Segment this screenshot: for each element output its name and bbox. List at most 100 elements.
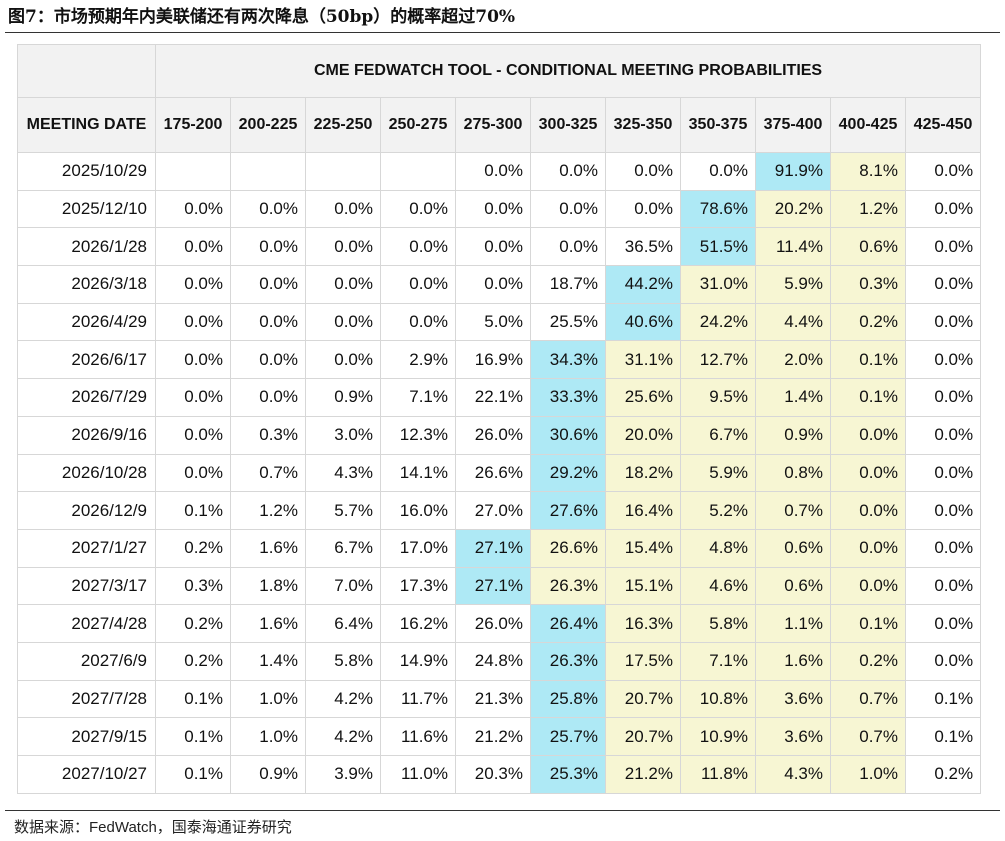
probability-cell: 91.9% (755, 152, 831, 191)
probability-cell: 27.6% (530, 491, 606, 530)
probability-cell: 30.6% (530, 415, 606, 455)
probability-cell: 0.0% (230, 227, 306, 267)
meeting-date-header: MEETING DATE (17, 97, 156, 153)
probability-cell: 2.9% (380, 340, 456, 380)
meeting-date-cell: 2026/4/29 (17, 302, 156, 342)
banner-row: CME FEDWATCH TOOL - CONDITIONAL MEETING … (17, 44, 982, 98)
probability-cell: 21.2% (455, 717, 531, 756)
probability-cell: 0.0% (904, 189, 982, 229)
probability-cell: 25.7% (530, 717, 606, 756)
probability-cell: 0.0% (904, 641, 982, 681)
probability-cell: 0.0% (904, 302, 982, 342)
probability-cell: 0.6% (830, 227, 906, 267)
probability-cell: 1.6% (230, 604, 306, 643)
probability-cell: 0.0% (904, 566, 982, 606)
probability-cell: 7.0% (305, 566, 381, 606)
probability-cell: 11.4% (755, 227, 831, 267)
table-row: 2027/10/27 0.1% 0.9% 3.9% 11.0% 20.3% 25.3% 21.… (17, 755, 982, 794)
probability-cell: 31.1% (605, 340, 681, 380)
probability-cell: 16.2% (380, 604, 456, 643)
probability-cell: 9.5% (680, 378, 756, 417)
probability-cell: 3.6% (755, 717, 831, 756)
probability-cell: 24.2% (680, 302, 756, 342)
meeting-date-cell: 2027/6/9 (17, 641, 156, 681)
probability-cell: 11.0% (380, 755, 456, 794)
probability-cell: 0.0% (830, 415, 906, 455)
probability-cell: 0.0% (380, 302, 456, 342)
probability-cell: 0.0% (605, 189, 681, 229)
probability-cell: 0.8% (755, 453, 831, 493)
probability-cell: 27.1% (455, 566, 531, 606)
probability-cell: 27.1% (455, 528, 531, 568)
rate-range-header: 200-225 (230, 97, 306, 153)
probability-cell: 20.3% (455, 755, 531, 794)
table-row: 2026/1/28 0.0% 0.0% 0.0% 0.0% 0.0% 0.0% 36.5% 51… (17, 227, 982, 267)
probability-cell: 0.0% (904, 227, 982, 267)
figure-title: 图7：市场预期年内美联储还有两次降息（50bp）的概率超过70% (8, 7, 516, 27)
probability-cell: 25.6% (605, 378, 681, 417)
probability-cell: 0.0% (904, 491, 982, 530)
table-row: 2025/10/29 0.0% 0.0% 0.0% 0.0% 91.9% 8.1% 0.0% (17, 152, 982, 191)
probability-cell: 1.0% (230, 679, 306, 719)
probability-cell: 0.0% (455, 189, 531, 229)
probability-cell: 0.7% (230, 453, 306, 493)
probability-cell: 11.6% (380, 717, 456, 756)
probability-cell: 0.0% (380, 265, 456, 304)
probability-cell: 0.0% (904, 265, 982, 304)
probability-cell: 5.8% (680, 604, 756, 643)
probability-cell: 0.0% (155, 453, 231, 493)
probability-cell: 0.0% (230, 340, 306, 380)
probability-cell: 0.0% (155, 415, 231, 455)
probability-cell: 7.1% (680, 641, 756, 681)
probability-cell: 0.7% (755, 491, 831, 530)
probability-cell: 6.4% (305, 604, 381, 643)
rate-range-header: 400-425 (830, 97, 906, 153)
probability-cell: 0.0% (904, 453, 982, 493)
probability-cell: 0.0% (830, 491, 906, 530)
probability-cell: 0.0% (305, 227, 381, 267)
probability-cell: 1.1% (755, 604, 831, 643)
probability-cell: 0.0% (904, 152, 982, 191)
probability-cell: 16.9% (455, 340, 531, 380)
source-note: 数据来源：FedWatch，国泰海通证券研究 (14, 819, 292, 836)
probability-cell: 6.7% (680, 415, 756, 455)
probability-cell: 0.1% (155, 717, 231, 756)
meeting-date-cell: 2025/12/10 (17, 189, 156, 229)
probability-cell: 0.0% (380, 189, 456, 229)
probability-cell: 40.6% (605, 302, 681, 342)
probability-cell: 4.2% (305, 717, 381, 756)
probability-cell: 26.6% (455, 453, 531, 493)
meeting-date-cell: 2027/9/15 (17, 717, 156, 756)
probability-cell: 1.6% (230, 528, 306, 568)
probability-cell: 0.0% (230, 189, 306, 229)
probability-cell: 16.4% (605, 491, 681, 530)
header-row: MEETING DATE 175-200 200-225 225-250 250-27… (17, 97, 982, 153)
meeting-date-cell: 2026/9/16 (17, 415, 156, 455)
probability-cell: 0.3% (155, 566, 231, 606)
probability-cell: 0.0% (680, 152, 756, 191)
probability-cell: 0.0% (530, 227, 606, 267)
probability-cell: 27.0% (455, 491, 531, 530)
probability-cell: 26.3% (530, 641, 606, 681)
probability-cell: 15.4% (605, 528, 681, 568)
rate-range-header: 175-200 (155, 97, 231, 153)
probability-cell: 8.1% (830, 152, 906, 191)
probability-cell: 0.2% (155, 604, 231, 643)
probability-cell: 11.7% (380, 679, 456, 719)
probability-table-container: CME FEDWATCH TOOL - CONDITIONAL MEETING … (17, 44, 982, 794)
probability-cell: 3.9% (305, 755, 381, 794)
rate-range-header: 225-250 (305, 97, 381, 153)
table-row: 2026/9/16 0.0% 0.3% 3.0% 12.3% 26.0% 30.6% 20.0… (17, 415, 982, 455)
probability-cell: 0.1% (830, 604, 906, 643)
probability-cell: 0.7% (830, 717, 906, 756)
probability-cell: 1.4% (230, 641, 306, 681)
probability-cell: 0.9% (755, 415, 831, 455)
probability-cell: 0.0% (155, 302, 231, 342)
table-row: 2027/1/27 0.2% 1.6% 6.7% 17.0% 27.1% 26.6% 15.4… (17, 528, 982, 568)
probability-cell: 1.0% (830, 755, 906, 794)
probability-cell: 11.8% (680, 755, 756, 794)
meeting-date-cell: 2027/7/28 (17, 679, 156, 719)
probability-cell: 31.0% (680, 265, 756, 304)
probability-cell: 1.4% (755, 378, 831, 417)
table-row: 2026/12/9 0.1% 1.2% 5.7% 16.0% 27.0% 27.6% 16.4… (17, 491, 982, 530)
